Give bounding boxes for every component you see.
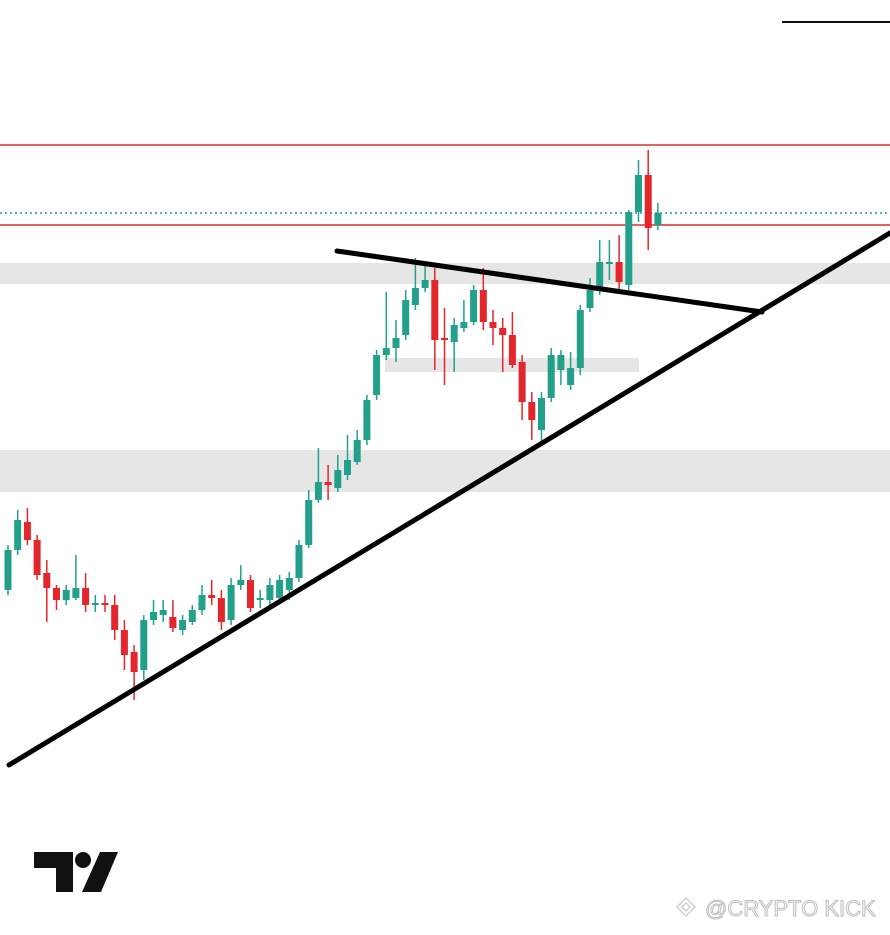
candle-body bbox=[256, 598, 264, 600]
candle-body bbox=[43, 573, 51, 588]
candle-body bbox=[169, 617, 177, 628]
candle-body bbox=[547, 355, 555, 398]
candle-body bbox=[402, 300, 410, 335]
candle-body bbox=[150, 612, 157, 620]
candle-body bbox=[605, 262, 613, 264]
watermark-icon bbox=[675, 896, 697, 918]
candle-body bbox=[23, 522, 31, 540]
candle-body bbox=[470, 290, 478, 322]
candle-body bbox=[450, 325, 458, 342]
candles bbox=[4, 150, 662, 700]
candle-body bbox=[373, 355, 381, 395]
candle-body bbox=[586, 290, 594, 308]
candle-body bbox=[518, 362, 526, 402]
candle-body bbox=[120, 630, 128, 655]
candle-body bbox=[567, 368, 575, 385]
candle-body bbox=[654, 213, 662, 225]
zone bbox=[0, 450, 890, 492]
logo bbox=[34, 852, 118, 892]
candle-body bbox=[159, 610, 167, 615]
watermark: @CRYPTO KICK bbox=[705, 896, 876, 921]
candle-body bbox=[188, 610, 196, 622]
candle-body bbox=[353, 440, 361, 462]
candle-body bbox=[421, 280, 429, 288]
candle-body bbox=[635, 175, 642, 212]
candle-body bbox=[72, 588, 80, 598]
candle-body bbox=[179, 620, 187, 630]
candle-body bbox=[557, 355, 565, 370]
candle-body bbox=[431, 280, 439, 340]
candle-body bbox=[237, 580, 245, 585]
candle-body bbox=[615, 262, 623, 282]
candle-body bbox=[130, 652, 138, 672]
candle-body bbox=[247, 580, 254, 608]
candle-body bbox=[392, 338, 400, 348]
candle-body bbox=[644, 175, 652, 228]
candle-body bbox=[82, 588, 90, 605]
candle-body bbox=[198, 595, 206, 610]
candle-body bbox=[305, 500, 313, 545]
candle-body bbox=[499, 328, 507, 335]
candle-body bbox=[91, 603, 99, 605]
candle-body bbox=[460, 322, 468, 328]
candle-body bbox=[528, 402, 536, 420]
candle-body bbox=[53, 588, 60, 600]
candle-body bbox=[334, 470, 342, 488]
candle-body bbox=[411, 288, 419, 305]
candle-body bbox=[295, 545, 303, 578]
candle-body bbox=[227, 585, 235, 620]
candle-body bbox=[363, 400, 371, 440]
candle-body bbox=[101, 603, 109, 605]
trendline bbox=[6, 230, 890, 768]
candle-body bbox=[382, 348, 390, 355]
candle-body bbox=[14, 520, 22, 550]
candle-body bbox=[324, 482, 332, 485]
candle-body bbox=[508, 335, 516, 365]
candle-body bbox=[4, 550, 12, 590]
candle-body bbox=[33, 540, 41, 575]
candle-body bbox=[576, 310, 584, 368]
candle-body bbox=[344, 460, 351, 475]
candle-body bbox=[314, 482, 322, 500]
candle-body bbox=[140, 620, 148, 670]
candle-body bbox=[217, 598, 225, 622]
trendline bbox=[334, 248, 765, 315]
candle-body bbox=[596, 262, 604, 290]
candle-body bbox=[538, 398, 545, 430]
candle-body bbox=[266, 585, 274, 600]
candle-body bbox=[62, 590, 70, 600]
candle-body bbox=[479, 290, 487, 322]
candle-body bbox=[625, 212, 633, 285]
candle-body bbox=[489, 322, 497, 328]
candle-body bbox=[208, 595, 216, 598]
zone bbox=[0, 263, 890, 284]
candle-body bbox=[441, 338, 448, 340]
candle-body bbox=[285, 578, 293, 590]
candle-body bbox=[111, 605, 119, 630]
candle-body bbox=[276, 580, 284, 598]
